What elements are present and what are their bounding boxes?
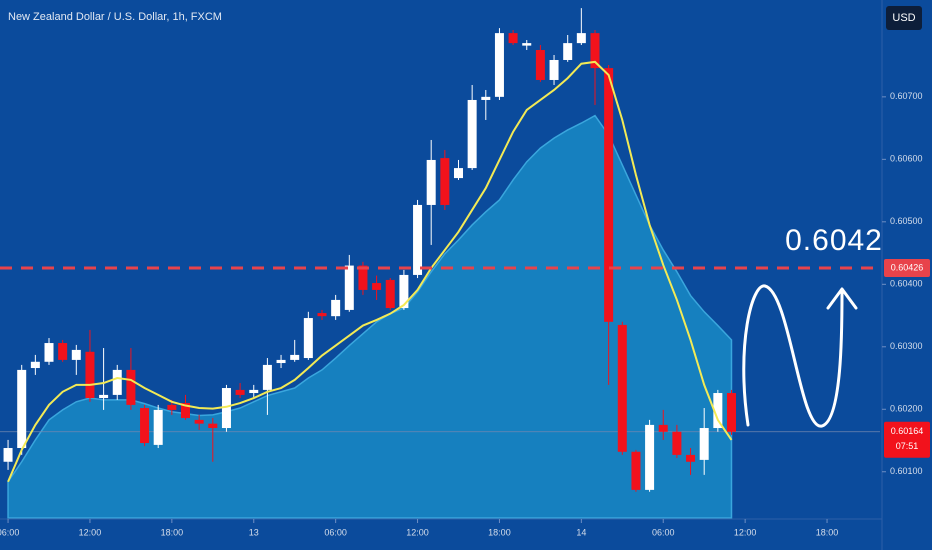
candle-body [167,404,177,410]
drawing-arrow [742,284,844,428]
x-tick-label: 12:00 [734,527,757,537]
candle-body [262,364,272,390]
candle-body [440,158,450,205]
candle-body [30,361,40,369]
candle-body [249,389,259,394]
candle-body [153,409,163,445]
candle-body [549,59,559,80]
x-tick-label: 14 [576,527,586,537]
y-tick-label: 0.60300 [890,341,923,351]
level-label-bg [884,259,930,278]
candle-body [426,159,436,205]
x-tick-label: 12:00 [79,527,102,537]
candle-body [372,283,382,290]
annotation: 0.6042 [785,224,883,257]
x-tick-label: 13 [249,527,259,537]
candle-body [3,448,13,462]
candle-body [481,96,491,100]
candle-body [508,33,518,44]
candle-body [686,454,696,462]
x-tick-label: 12:00 [406,527,429,537]
candle-body [99,394,109,399]
candle-body [58,343,68,360]
candle-body [317,313,327,317]
candle-body [44,343,54,362]
candle-body [699,428,709,460]
candle-body [617,324,627,452]
y-tick-label: 0.60400 [890,279,923,289]
currency-button[interactable]: USD [892,12,915,24]
candle-body [563,43,573,60]
candle-body [522,43,532,46]
price-label: 0.60164 [891,426,924,436]
ma-line [7,60,733,483]
candle-body [221,388,231,429]
x-tick-label: 18:00 [488,527,511,537]
currency-button-bg[interactable] [886,6,922,30]
candle-body [358,265,368,290]
candle-body [71,349,81,360]
candle-body [385,279,395,309]
y-tick-label: 0.60500 [890,216,923,226]
x-tick-label: 18:00 [161,527,184,537]
price-label-bg [884,421,930,458]
candle-body [303,318,313,359]
candle-body [645,424,655,490]
candle-body [413,204,423,275]
candle-body [181,403,191,419]
plot-area [0,8,880,519]
x-tick-label: 06:00 [652,527,675,537]
x-tick-label: 06:00 [324,527,347,537]
candle-body [467,99,477,169]
candle-body [331,299,341,317]
candle-body [672,431,682,455]
countdown-label: 07:51 [896,441,919,451]
candle-body [140,408,150,444]
candle-body [453,168,463,179]
candle-body [17,369,27,449]
candle-body [576,33,586,44]
arrow-head [826,287,858,310]
x-tick-label: 06:00 [0,527,19,537]
candle-body [85,351,95,399]
candle-body [290,354,300,360]
candle-body [126,369,136,405]
candle-body [604,68,614,322]
candle-body [344,265,354,310]
candle-body [276,359,286,364]
candle-body [726,393,736,432]
y-tick-label: 0.60200 [890,404,923,414]
candle-body [535,49,545,80]
candle-body [658,424,668,432]
candle-body [235,389,245,395]
candle-body [631,451,641,490]
chart-title: New Zealand Dollar / U.S. Dollar, 1h, FX… [8,11,222,23]
level-label: 0.60426 [891,262,924,272]
y-tick-label: 0.60100 [890,466,923,476]
candle-body [112,369,122,395]
y-tick-label: 0.60600 [890,154,923,164]
candle-body [713,393,723,429]
candle-body [194,419,204,424]
candle-body [208,423,218,429]
y-tick-label: 0.60700 [890,91,923,101]
candle-body [590,33,600,69]
candle-body [494,33,504,97]
x-tick-label: 18:00 [816,527,839,537]
candle-body [399,274,409,309]
